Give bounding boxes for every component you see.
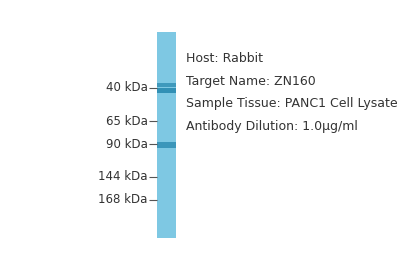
- Text: Antibody Dilution: 1.0μg/ml: Antibody Dilution: 1.0μg/ml: [186, 120, 358, 133]
- Text: 90 kDa: 90 kDa: [106, 138, 148, 151]
- Text: 144 kDa: 144 kDa: [98, 171, 148, 183]
- Bar: [157, 88, 176, 93]
- Text: 168 kDa: 168 kDa: [98, 193, 148, 206]
- Text: Target Name: ZN160: Target Name: ZN160: [186, 75, 316, 88]
- Bar: [157, 83, 176, 87]
- Text: 65 kDa: 65 kDa: [106, 115, 148, 128]
- Text: 40 kDa: 40 kDa: [106, 81, 148, 94]
- Text: Sample Tissue: PANC1 Cell Lysate: Sample Tissue: PANC1 Cell Lysate: [186, 97, 398, 111]
- Bar: [157, 142, 176, 148]
- Text: Host: Rabbit: Host: Rabbit: [186, 52, 263, 65]
- Bar: [157, 32, 176, 238]
